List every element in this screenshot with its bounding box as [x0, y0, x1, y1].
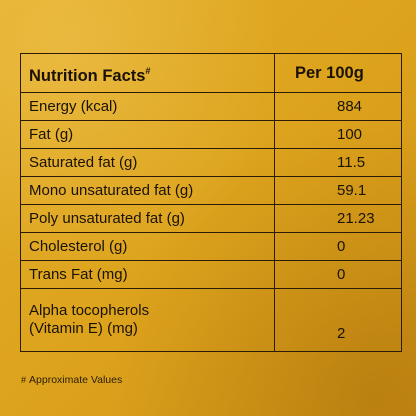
nutrient-name: Alpha tocopherols (Vitamin E) (mg): [20, 288, 275, 352]
nutrient-value: 2: [274, 288, 402, 352]
nutrient-name-line-2: (Vitamin E) (mg): [29, 320, 138, 337]
table-row: Saturated fat (g) 11.5: [20, 148, 402, 177]
nutrient-value: 59.1: [274, 176, 402, 205]
nutrient-name: Fat (g): [20, 120, 275, 149]
nutrition-facts-title-cell: Nutrition Facts#: [20, 53, 275, 93]
nutrition-facts-title: Nutrition Facts: [29, 66, 146, 85]
nutrient-name: Mono unsaturated fat (g): [20, 176, 275, 205]
title-footnote-mark: #: [145, 65, 151, 76]
nutrient-value: 0: [274, 232, 402, 261]
table-row: Energy (kcal) 884: [20, 92, 402, 121]
table-row: Poly unsaturated fat (g) 21.23: [20, 204, 402, 233]
nutrient-name: Cholesterol (g): [20, 232, 275, 261]
table-row: Mono unsaturated fat (g) 59.1: [20, 176, 402, 205]
nutrient-value: 0: [274, 260, 402, 289]
nutrient-name: Poly unsaturated fat (g): [20, 204, 275, 233]
footnote: # Approximate Values: [21, 374, 122, 386]
nutrient-name: Energy (kcal): [20, 92, 275, 121]
table-row: Trans Fat (mg) 0: [20, 260, 402, 289]
table-row: Fat (g) 100: [20, 120, 402, 149]
table-row: Cholesterol (g) 0: [20, 232, 402, 261]
nutrient-name-line-1: Alpha tocopherols: [29, 302, 150, 319]
nutrient-value: 11.5: [274, 148, 402, 177]
nutrient-value: 100: [274, 120, 402, 149]
table-header-row: Nutrition Facts# Per 100g: [20, 53, 402, 93]
nutrient-name: Trans Fat (mg): [20, 260, 275, 289]
nutrient-name: Saturated fat (g): [20, 148, 275, 177]
per-100g-header: Per 100g: [274, 53, 402, 93]
footnote-text: Approximate Values: [29, 374, 123, 386]
nutrient-value: 884: [274, 92, 402, 121]
table-row: Alpha tocopherols (Vitamin E) (mg) 2: [20, 288, 402, 352]
footnote-mark: #: [21, 375, 27, 385]
nutrient-value: 21.23: [274, 204, 402, 233]
nutrition-facts-table: Nutrition Facts# Per 100g Energy (kcal) …: [20, 53, 402, 352]
